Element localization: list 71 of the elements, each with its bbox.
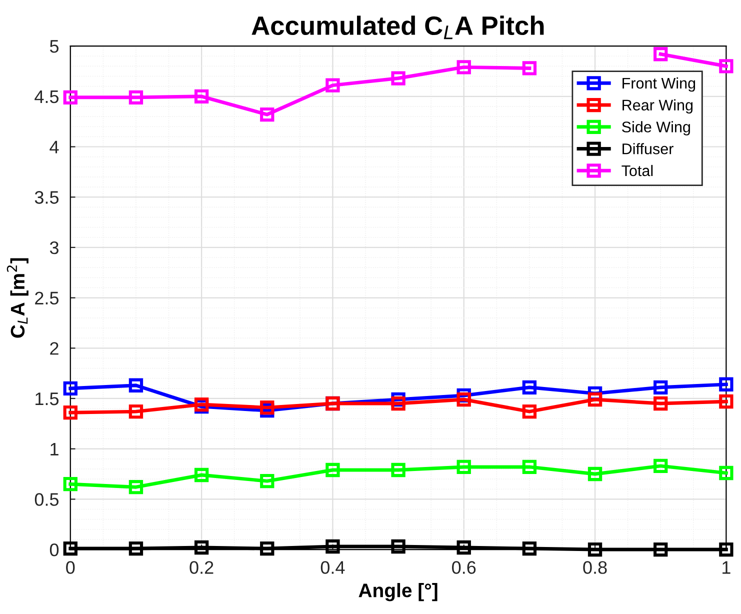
point bbox=[719, 59, 734, 74]
point bbox=[654, 542, 668, 557]
point bbox=[128, 404, 144, 419]
point bbox=[391, 539, 406, 554]
legend-label: Front Wing bbox=[622, 77, 696, 92]
point bbox=[719, 542, 734, 557]
point bbox=[522, 61, 537, 76]
point bbox=[588, 466, 602, 482]
y-axis-title: C$_{L}$A [m$^{2}$] bbox=[6, 258, 28, 338]
point bbox=[260, 474, 274, 488]
point bbox=[719, 466, 734, 480]
legend-label: Diffuser bbox=[622, 143, 674, 154]
y-tick-label: 1.5 bbox=[36, 392, 59, 406]
point bbox=[522, 541, 537, 556]
point bbox=[522, 380, 537, 394]
y-tick-label: 5 bbox=[50, 40, 59, 53]
point bbox=[522, 460, 537, 474]
point bbox=[63, 406, 78, 420]
legend-label: Total bbox=[622, 164, 653, 176]
point bbox=[128, 378, 144, 392]
point bbox=[63, 541, 78, 556]
x-tick-label: 0.6 bbox=[452, 561, 476, 574]
point bbox=[194, 468, 209, 482]
point bbox=[391, 71, 406, 86]
point bbox=[391, 462, 406, 478]
point bbox=[588, 542, 602, 557]
point bbox=[326, 539, 340, 554]
x-tick-label: 1 bbox=[722, 561, 730, 574]
point bbox=[326, 462, 340, 478]
chart-title: Accumulated C$_{L}$A Pitch bbox=[252, 16, 544, 40]
y-tick-label: 3.5 bbox=[34, 191, 59, 204]
point bbox=[194, 540, 209, 555]
point bbox=[194, 89, 209, 104]
point bbox=[719, 394, 734, 409]
y-tick-label: 3 bbox=[50, 241, 58, 254]
point bbox=[719, 377, 734, 392]
x-tick-label: 0.4 bbox=[320, 561, 345, 574]
x-tick-label: 0.2 bbox=[190, 561, 214, 574]
point bbox=[654, 380, 668, 394]
point bbox=[260, 400, 274, 415]
point bbox=[260, 541, 274, 556]
point bbox=[654, 458, 668, 474]
point bbox=[63, 90, 78, 104]
x-tick-label: 0 bbox=[66, 561, 75, 574]
point bbox=[654, 47, 668, 62]
point bbox=[588, 392, 602, 407]
point bbox=[128, 90, 144, 104]
point bbox=[456, 392, 471, 407]
x-axis-title: Angle [°] bbox=[358, 583, 438, 602]
point bbox=[128, 541, 144, 556]
y-tick-label: 0 bbox=[50, 543, 59, 556]
point bbox=[63, 476, 78, 492]
point bbox=[456, 540, 471, 555]
point bbox=[128, 480, 144, 494]
y-tick-label: 2.5 bbox=[35, 292, 59, 305]
point bbox=[456, 460, 471, 474]
point bbox=[63, 381, 78, 396]
y-tick-label: 1 bbox=[50, 442, 58, 456]
point bbox=[326, 78, 340, 92]
y-tick-label: 4.5 bbox=[34, 90, 59, 104]
point bbox=[456, 60, 471, 74]
point bbox=[654, 396, 668, 411]
x-tick-label: 0.8 bbox=[583, 561, 607, 574]
legend-label: Side Wing bbox=[622, 121, 690, 136]
y-tick-label: 4 bbox=[50, 140, 59, 154]
legend-label: Rear Wing bbox=[622, 99, 693, 114]
point bbox=[391, 396, 406, 411]
point bbox=[522, 404, 537, 419]
y-tick-label: 2 bbox=[50, 342, 58, 355]
point bbox=[260, 107, 274, 122]
y-tick-label: 0.5 bbox=[34, 493, 59, 506]
